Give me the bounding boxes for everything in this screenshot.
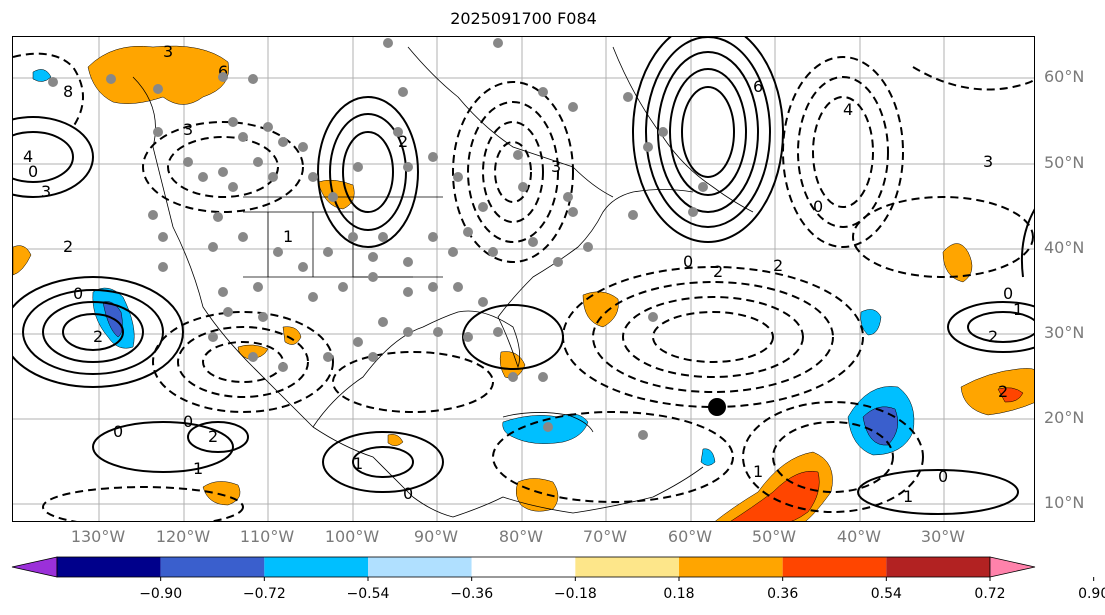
colorbar-tick-label: −0.18 bbox=[553, 586, 597, 602]
contour-label: 2 bbox=[713, 262, 723, 281]
contour-label: 3 bbox=[551, 157, 561, 176]
colorbar-segment bbox=[782, 557, 887, 577]
shade-red-azores bbox=[997, 387, 1024, 403]
contour-label: 0 bbox=[403, 484, 413, 503]
contour-label: 3 bbox=[983, 152, 993, 171]
colorbar-segment bbox=[679, 557, 783, 577]
contour-label: 0 bbox=[73, 284, 83, 303]
contour-label: 4 bbox=[23, 147, 33, 166]
map-canvas: 3 6 3 3 0 2 0 4 1 2 0 2 1 0 0 3 2 1 2 0 … bbox=[13, 37, 1034, 521]
shade-blue-atlantic-east-core bbox=[862, 406, 899, 446]
colorbar-tick-label: −0.36 bbox=[450, 586, 494, 602]
contour-label: 0 bbox=[113, 422, 123, 441]
lon-label: 40°W bbox=[836, 527, 882, 546]
colorbar-segment bbox=[886, 557, 990, 577]
lon-label: 30°W bbox=[920, 527, 966, 546]
colorbar-tick-label: 0.18 bbox=[663, 586, 695, 602]
shade-orange-alaska bbox=[87, 45, 229, 105]
colorbar-frame bbox=[56, 556, 991, 578]
lon-label: 90°W bbox=[413, 527, 459, 546]
contour-label: 6 bbox=[753, 77, 763, 96]
contour-label: 6 bbox=[218, 62, 228, 81]
contour-label: 1 bbox=[903, 487, 913, 506]
lon-label: 100°W bbox=[324, 527, 380, 546]
shade-orange-pacific-west bbox=[13, 245, 32, 276]
map-panel: 3 6 3 3 0 2 0 4 1 2 0 2 1 0 0 3 2 1 2 0 … bbox=[12, 36, 1035, 522]
lon-label: 70°W bbox=[582, 527, 628, 546]
contour-label: 2 bbox=[63, 237, 73, 256]
contour-label: 3 bbox=[41, 182, 51, 201]
coastlines bbox=[132, 46, 754, 518]
contour-label: 1 bbox=[193, 459, 203, 478]
contour-label: 0 bbox=[1003, 284, 1013, 303]
colorbar-extend-high bbox=[989, 556, 1036, 578]
contour-label: 0 bbox=[938, 467, 948, 486]
station-markers bbox=[48, 38, 708, 440]
contour-label: 3 bbox=[163, 42, 173, 61]
shade-blue-caribbean-small bbox=[700, 448, 716, 466]
contour-label: 2 bbox=[208, 427, 218, 446]
colorbar-segment bbox=[368, 557, 472, 577]
colorbar-segments bbox=[11, 556, 1095, 581]
lon-label: 50°W bbox=[751, 527, 797, 546]
lat-label: 20°N bbox=[1044, 408, 1085, 427]
colorbar-segment bbox=[57, 557, 161, 577]
contour-label: 1 bbox=[283, 227, 293, 246]
contour-label: 4 bbox=[843, 100, 853, 119]
contour-label: 2 bbox=[988, 327, 998, 346]
shade-orange-east bbox=[942, 243, 973, 283]
contour-label: 2 bbox=[998, 382, 1008, 401]
shade-orange-nicaragua bbox=[387, 434, 404, 446]
contour-label: 0 bbox=[683, 252, 693, 271]
colorbar-segment bbox=[471, 557, 576, 577]
colorbar-tick-label: 0.90 bbox=[1078, 586, 1105, 602]
colorbar-tick-label: 0.72 bbox=[974, 586, 1006, 602]
lon-label: 60°W bbox=[667, 527, 713, 546]
lat-label: 40°N bbox=[1044, 238, 1085, 257]
lon-label: 130°W bbox=[70, 527, 126, 546]
shade-orange-south-america bbox=[515, 478, 559, 512]
lon-label: 120°W bbox=[155, 527, 211, 546]
contour-label: 0 bbox=[813, 197, 823, 216]
colorbar-extend-low bbox=[11, 556, 58, 578]
lat-label: 60°N bbox=[1044, 67, 1085, 86]
contour-label: 3 bbox=[183, 120, 193, 139]
contour-label: 2 bbox=[93, 327, 103, 346]
shade-blue-alaska bbox=[32, 69, 52, 82]
shade-orange-pacific-south bbox=[202, 481, 241, 506]
shade-orange-texas bbox=[282, 326, 302, 345]
contour-labels: 3 6 3 3 0 2 0 4 1 2 0 2 1 0 0 3 2 1 2 0 … bbox=[23, 42, 1023, 506]
colorbar-tick-label: −0.90 bbox=[139, 586, 183, 602]
shade-orange-bermuda bbox=[582, 291, 619, 328]
storm-center-marker bbox=[708, 398, 726, 416]
colorbar-segment bbox=[160, 557, 265, 577]
lon-label: 110°W bbox=[239, 527, 295, 546]
colorbar-tick-label: 0.54 bbox=[870, 586, 902, 602]
contour-label: 0 bbox=[28, 162, 38, 181]
contour-label: 1 bbox=[753, 462, 763, 481]
anomaly-shading bbox=[13, 45, 1034, 521]
negative-contours bbox=[13, 52, 1034, 521]
contour-label: 0 bbox=[183, 412, 193, 431]
lat-label: 30°N bbox=[1044, 323, 1085, 342]
contour-label: 1 bbox=[353, 454, 363, 473]
colorbar-tick-label: −0.54 bbox=[346, 586, 390, 602]
colorbar-tick-label: −0.72 bbox=[242, 586, 286, 602]
contour-label: 8 bbox=[63, 82, 73, 101]
contour-label: 2 bbox=[398, 132, 408, 151]
lat-label: 10°N bbox=[1044, 493, 1085, 512]
lon-label: 80°W bbox=[498, 527, 544, 546]
contour-label: 2 bbox=[773, 256, 783, 275]
map-title: 2025091700 F084 bbox=[450, 9, 597, 28]
colorbar-tick-label: 0.36 bbox=[767, 586, 799, 602]
colorbar-segment bbox=[575, 557, 679, 577]
contour-label: 1 bbox=[1013, 300, 1023, 319]
lat-label: 50°N bbox=[1044, 153, 1085, 172]
shade-red-atlantic-south-core bbox=[730, 470, 820, 521]
colorbar-segment bbox=[264, 557, 368, 577]
shade-orange-azores bbox=[960, 368, 1034, 416]
shade-blue-atlantic-small bbox=[860, 309, 882, 336]
